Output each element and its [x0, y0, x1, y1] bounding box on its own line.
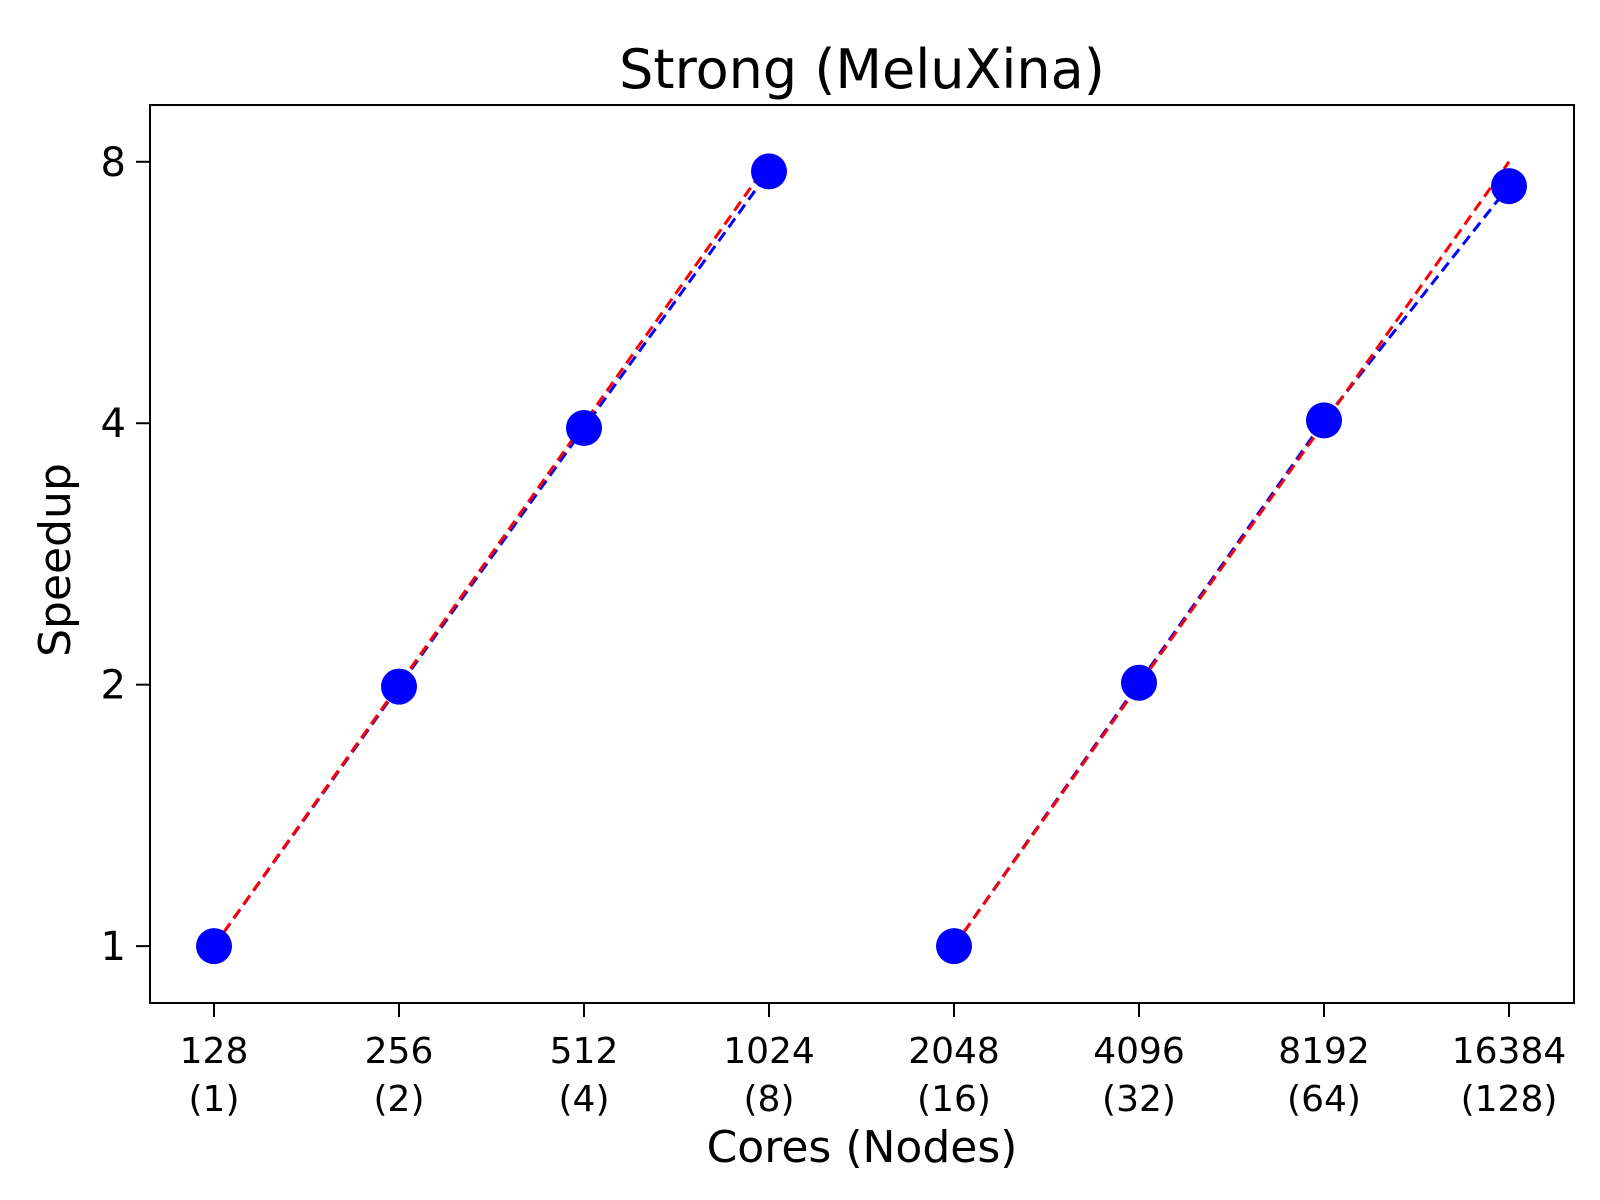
plot-frame — [149, 104, 1575, 1004]
x-tick-label-cores: 512 — [550, 1031, 619, 1072]
x-tick-label-cores: 256 — [365, 1031, 434, 1072]
x-tick-label-nodes: (2) — [374, 1079, 425, 1120]
speedup-data-point — [1306, 402, 1342, 439]
x-tick-label-nodes: (8) — [744, 1079, 795, 1120]
x-tick-label-nodes: (128) — [1461, 1079, 1558, 1120]
speedup-data-point — [1121, 664, 1157, 701]
y-tick-label: 4 — [101, 401, 126, 447]
speedup-data-point — [936, 928, 972, 965]
x-tick-label-cores: 4096 — [1093, 1031, 1185, 1072]
speedup-data-point — [381, 668, 417, 705]
y-axis-label: Speedup — [30, 463, 81, 657]
x-tick-label-nodes: (32) — [1102, 1079, 1176, 1120]
measured-speedup-line — [952, 185, 1511, 947]
y-tick-label: 1 — [101, 924, 126, 970]
y-tick-label: 2 — [101, 663, 126, 709]
speedup-data-point — [196, 928, 232, 965]
speedup-data-point — [1491, 168, 1527, 205]
y-tick-label: 8 — [101, 140, 126, 186]
x-tick-label-cores: 1024 — [723, 1031, 815, 1072]
ideal-speedup-line — [952, 160, 1511, 947]
x-tick-label-nodes: (16) — [917, 1079, 991, 1120]
x-axis-label: Cores (Nodes) — [707, 1122, 1018, 1173]
speedup-data-point — [751, 153, 787, 190]
x-tick-label-nodes: (4) — [559, 1079, 610, 1120]
ideal-speedup-line — [212, 160, 771, 947]
x-tick-label-nodes: (1) — [189, 1079, 240, 1120]
chart-title: Strong (MeluXina) — [619, 38, 1105, 101]
x-tick-label-cores: 128 — [180, 1031, 249, 1072]
x-tick-label-cores: 8192 — [1278, 1031, 1370, 1072]
x-tick-label-nodes: (64) — [1287, 1079, 1361, 1120]
x-tick-label-cores: 16384 — [1452, 1031, 1567, 1072]
speedup-data-point — [566, 409, 602, 446]
x-tick-label-cores: 2048 — [908, 1031, 1000, 1072]
